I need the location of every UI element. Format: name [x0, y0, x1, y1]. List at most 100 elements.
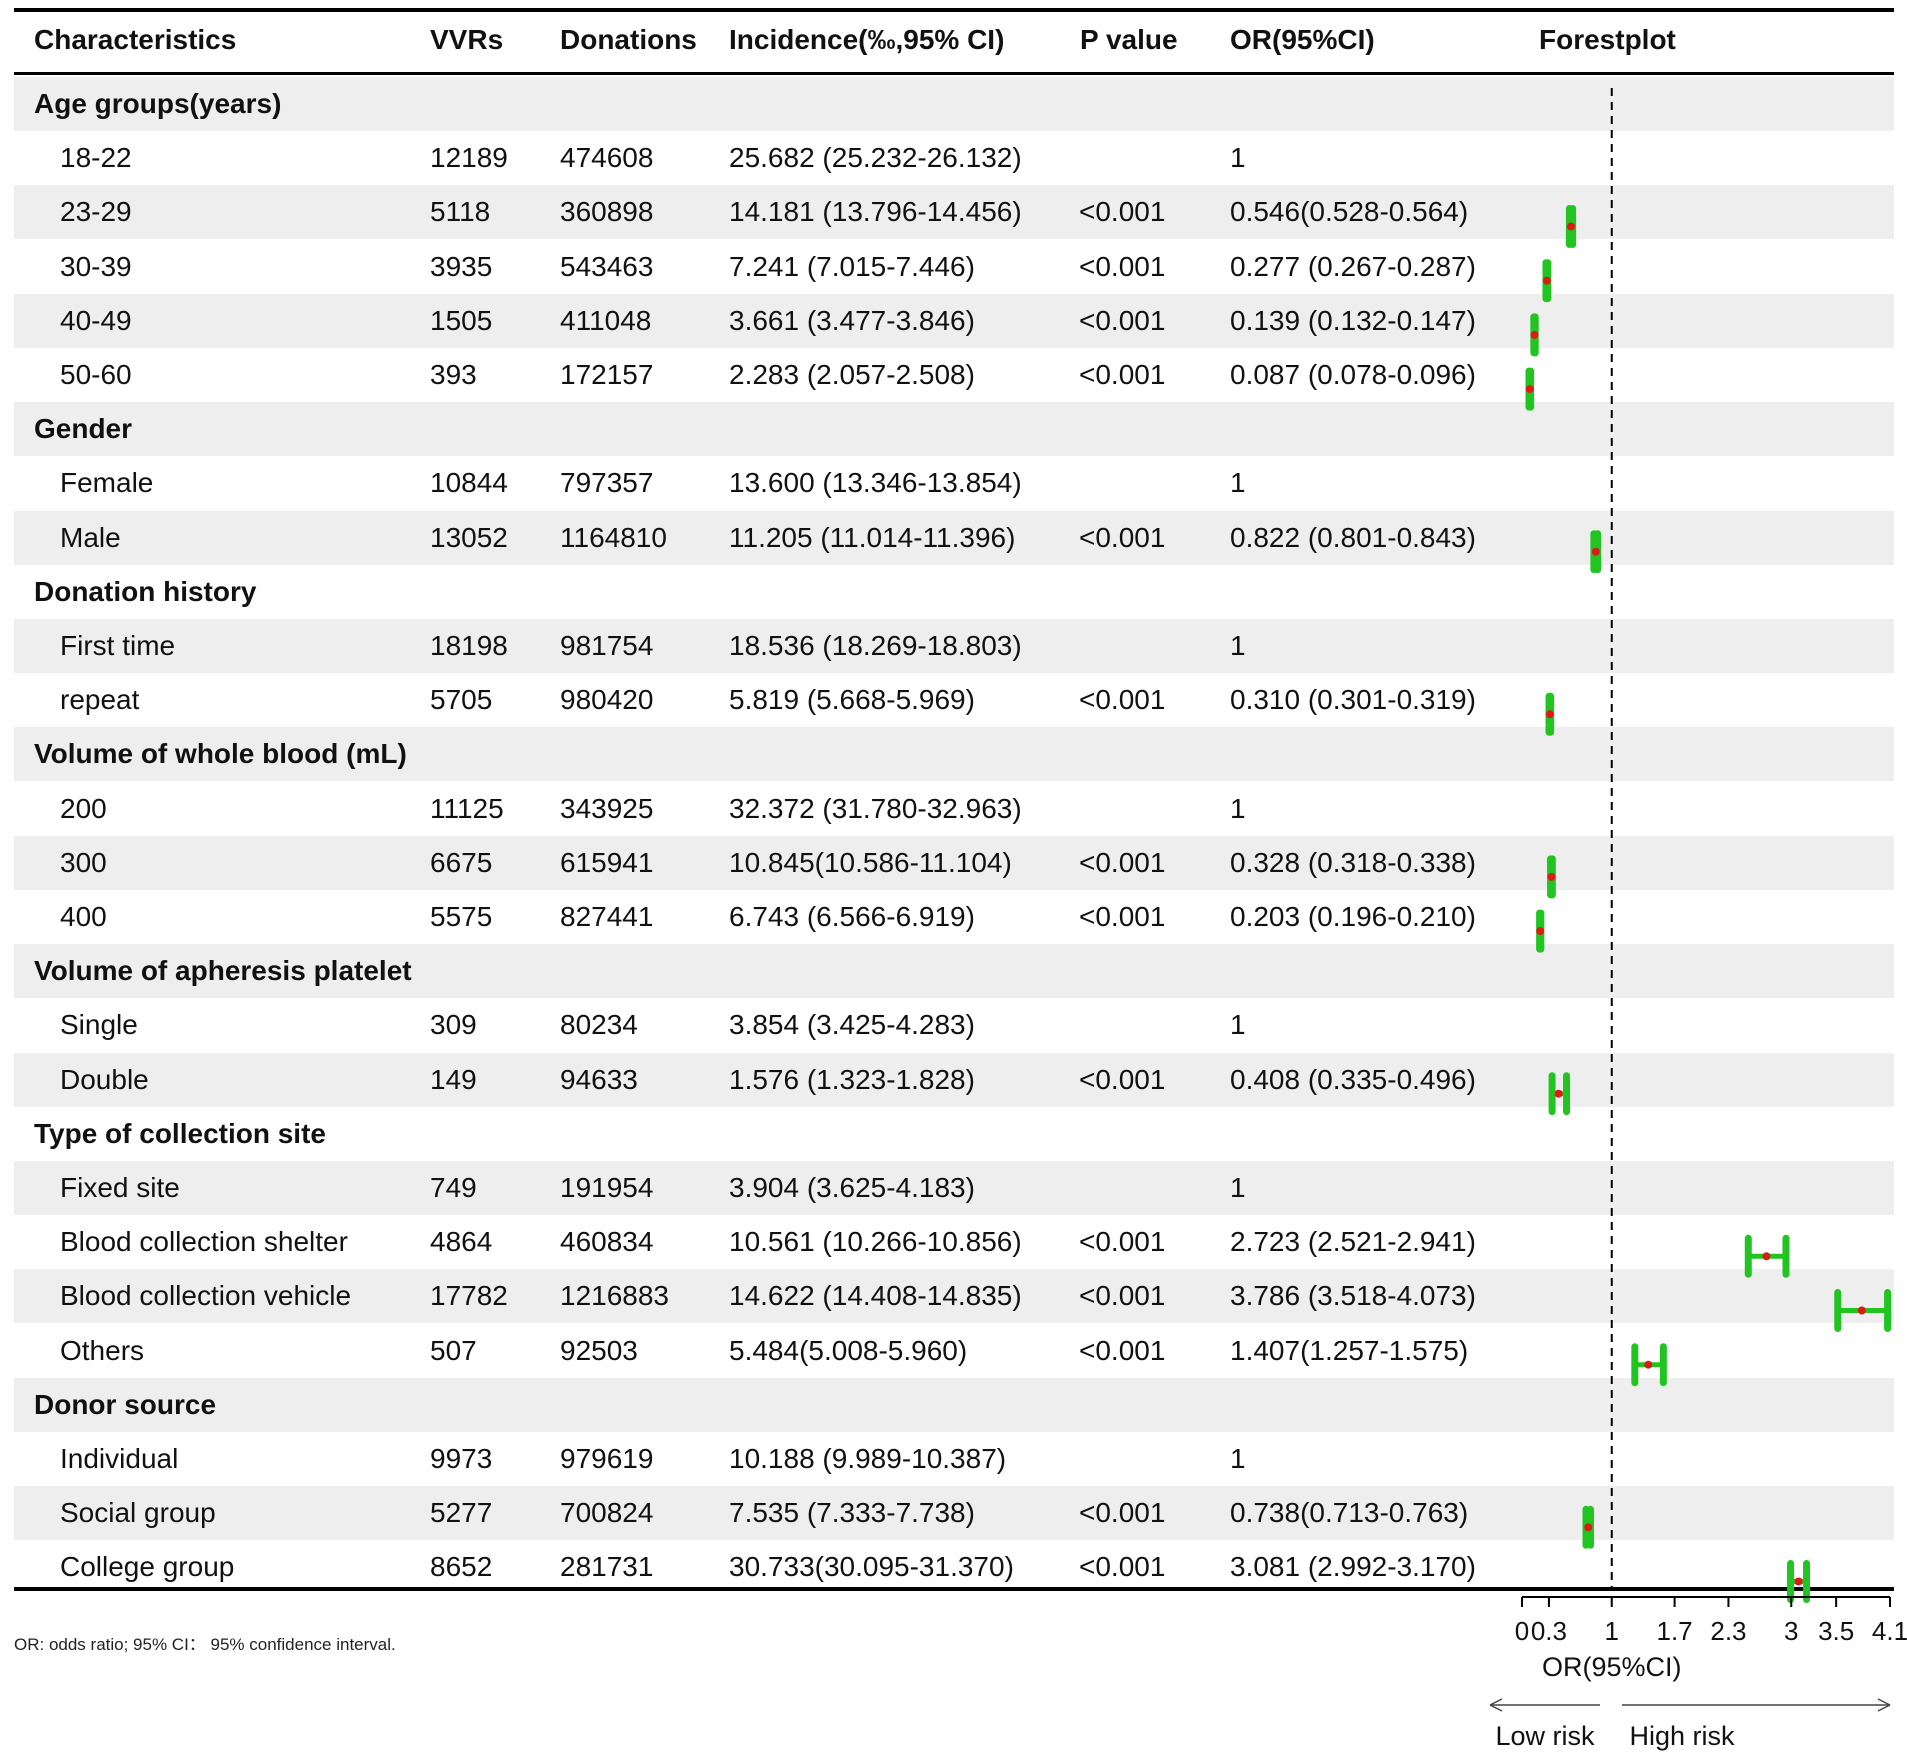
p-value-cell: <0.001	[1079, 304, 1166, 336]
low-risk-label: Low risk	[1495, 1721, 1595, 1751]
incidence-cell: 7.241 (7.015-7.446)	[729, 250, 975, 282]
header-donations: Donations	[560, 24, 697, 55]
vvrs-cell: 18198	[430, 630, 508, 661]
vvrs-cell: 1505	[430, 304, 493, 336]
incidence-cell: 30.733(30.095-31.370)	[729, 1551, 1014, 1583]
table-row: College group 8652 281731 30.733(30.095-31.…	[14, 1540, 1894, 1594]
table-row: 40-49 1505 411048 3.661 (3.477-3.846) <0.001…	[14, 293, 1894, 348]
characteristic-label: Blood collection shelter	[60, 1226, 348, 1258]
table-row: Male 13052 1164810 11.205 (11.014-11.396) <0…	[14, 510, 1894, 565]
or-cell: 0.310 (0.301-0.319)	[1230, 684, 1476, 716]
or-cell: 1	[1230, 1443, 1246, 1474]
table-row: Blood collection vehicle 17782 1216883 14.6…	[14, 1269, 1894, 1324]
vvrs-cell: 4864	[430, 1226, 493, 1258]
donations-cell: 172157	[560, 359, 654, 390]
vvrs-cell: 5277	[430, 1497, 493, 1529]
vvrs-cell: 17782	[430, 1280, 508, 1312]
group-header-row: Age groups(years)	[14, 77, 1894, 131]
or-point	[1644, 1360, 1653, 1369]
group-label: Gender	[34, 413, 133, 445]
or-point	[1536, 927, 1545, 936]
header-p-value: P value	[1080, 24, 1178, 55]
group-label: Volume of whole blood (mL)	[34, 738, 407, 770]
donations-cell: 980420	[560, 684, 654, 716]
vvrs-cell: 5705	[430, 684, 493, 716]
or-cell: 0.822 (0.801-0.843)	[1230, 521, 1476, 553]
characteristic-label: Individual	[60, 1443, 179, 1474]
table-bottom-rule	[14, 1587, 1894, 1591]
table-row: Fixed site 749 191954 3.904 (3.625-4.183) 1	[14, 1161, 1894, 1215]
incidence-cell: 2.283 (2.057-2.508)	[729, 359, 975, 390]
characteristic-label: Others	[60, 1334, 145, 1366]
high-risk-arrowhead	[1877, 1698, 1891, 1712]
table-row: Individual 9973 979619 10.188 (9.989-10.387…	[14, 1432, 1894, 1486]
or-cell: 0.738(0.713-0.763)	[1230, 1497, 1469, 1529]
p-value-cell: <0.001	[1079, 901, 1166, 932]
incidence-cell: 10.845(10.586-11.104)	[729, 846, 1012, 878]
table-row: Social group 5277 700824 7.535 (7.333-7.738…	[14, 1486, 1894, 1541]
vvrs-cell: 507	[430, 1334, 477, 1366]
donations-cell: 80234	[560, 1009, 638, 1041]
p-value-cell: <0.001	[1079, 196, 1166, 228]
group-header-row: Donation history	[14, 565, 1894, 619]
group-label: Volume of apheresis platelet	[34, 955, 412, 987]
or-point	[1554, 1089, 1563, 1098]
vvrs-cell: 5575	[430, 901, 493, 932]
high-risk-label: High risk	[1629, 1721, 1735, 1751]
characteristic-label: 200	[60, 792, 107, 824]
incidence-cell: 32.372 (31.780-32.963)	[729, 792, 1022, 824]
incidence-cell: 3.661 (3.477-3.846)	[729, 304, 975, 336]
p-value-cell: <0.001	[1079, 250, 1166, 282]
group-label: Age groups(years)	[34, 88, 282, 119]
x-tick-label: 4.1	[1872, 1616, 1907, 1646]
characteristic-label: 23-29	[60, 196, 132, 228]
table-row: Single 309 80234 3.854 (3.425-4.283) 1	[14, 998, 1894, 1052]
p-value-cell: <0.001	[1079, 1063, 1166, 1095]
or-cell: 0.328 (0.318-0.338)	[1230, 846, 1476, 878]
group-header-row: Volume of apheresis platelet	[14, 944, 1894, 999]
x-tick-label: 3.5	[1818, 1616, 1854, 1646]
donations-cell: 411048	[560, 304, 652, 336]
group-label: Type of collection site	[34, 1117, 326, 1149]
donations-cell: 543463	[560, 250, 654, 282]
incidence-cell: 5.484(5.008-5.960)	[729, 1334, 968, 1366]
vvrs-cell: 5118	[430, 196, 491, 228]
table-row: 30-39 3935 543463 7.241 (7.015-7.446) <0.001…	[14, 240, 1894, 294]
or-cell: 3.786 (3.518-4.073)	[1230, 1280, 1476, 1312]
or-cell: 1	[1230, 1009, 1246, 1041]
table-row: 400 5575 827441 6.743 (6.566-6.919) <0.001 0.…	[14, 890, 1894, 944]
incidence-cell: 13.600 (13.346-13.854)	[729, 467, 1022, 499]
incidence-cell: 25.682 (25.232-26.132)	[729, 142, 1022, 174]
characteristic-label: Double	[60, 1063, 149, 1095]
group-header-row: Volume of whole blood (mL)	[14, 727, 1894, 782]
vvrs-cell: 8652	[430, 1551, 493, 1583]
table-row: 300 6675 615941 10.845(10.586-11.104) <0.001…	[14, 835, 1894, 890]
or-point	[1591, 547, 1600, 556]
p-value-cell: <0.001	[1079, 521, 1166, 553]
incidence-cell: 1.576 (1.323-1.828)	[729, 1063, 975, 1095]
or-cell: 0.139 (0.132-0.147)	[1230, 304, 1476, 336]
donations-cell: 1216883	[560, 1280, 670, 1312]
vvrs-cell: 11125	[430, 792, 504, 824]
or-cell: 0.087 (0.078-0.096)	[1230, 359, 1476, 390]
donations-cell: 615941	[560, 846, 654, 878]
donations-cell: 797357	[560, 467, 654, 499]
incidence-cell: 14.181 (13.796-14.456)	[729, 196, 1022, 228]
p-value-cell: <0.001	[1079, 1280, 1166, 1312]
vvrs-cell: 309	[430, 1009, 477, 1041]
group-label: Donor source	[34, 1388, 217, 1420]
incidence-cell: 3.854 (3.425-4.283)	[729, 1009, 975, 1041]
vvrs-cell: 393	[430, 359, 477, 390]
table-row: Blood collection shelter 4864 460834 10.561…	[14, 1215, 1894, 1269]
vvrs-cell: 749	[430, 1172, 477, 1203]
or-cell: 1	[1230, 467, 1246, 499]
incidence-cell: 3.904 (3.625-4.183)	[729, 1172, 975, 1203]
or-cell: 3.081 (2.992-3.170)	[1230, 1551, 1476, 1583]
incidence-cell: 18.536 (18.269-18.803)	[729, 630, 1022, 661]
table-top-rule	[14, 8, 1894, 12]
p-value-cell: <0.001	[1079, 1226, 1166, 1258]
table-row: 50-60 393 172157 2.283 (2.057-2.508) <0.001 0…	[14, 348, 1894, 402]
characteristic-label: 50-60	[60, 359, 132, 390]
or-point	[1762, 1252, 1771, 1261]
